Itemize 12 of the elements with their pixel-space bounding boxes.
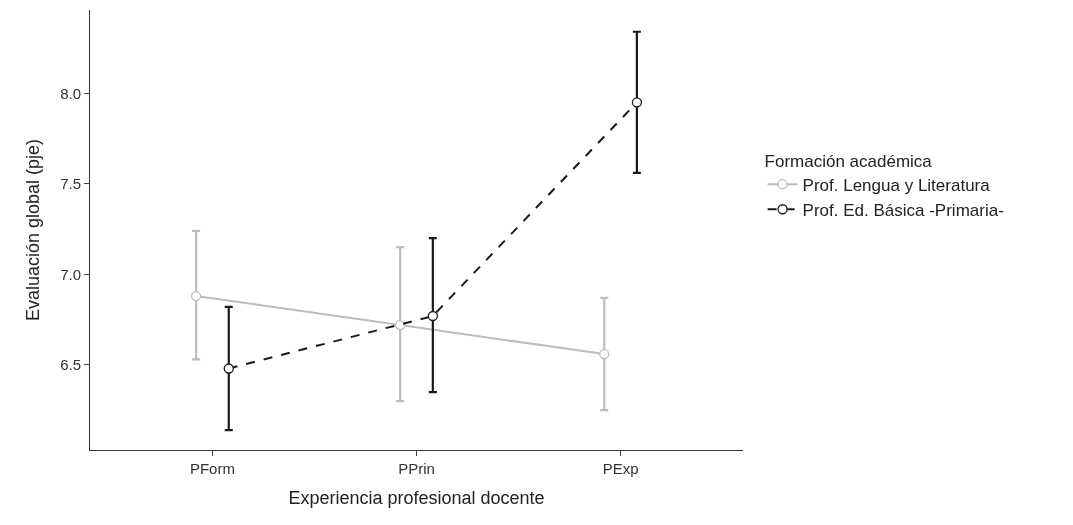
y-axis-title: Evaluación global (pje) <box>23 138 44 322</box>
y-tick-label: 7.5 <box>60 175 81 193</box>
x-axis-title: Experiencia profesional docente <box>288 488 545 509</box>
x-tick-label: PExp <box>602 460 639 477</box>
y-tick-label: 6.5 <box>60 356 81 374</box>
y-tick-label: 8.0 <box>60 84 81 102</box>
x-tick-label: PPrin <box>398 460 435 477</box>
x-tick-label: PForm <box>189 460 235 477</box>
y-tick-label: 7.0 <box>60 265 81 283</box>
legend-title: Formación académica <box>764 151 933 171</box>
legend-label: Prof. Ed. Básica -Primaria- <box>802 200 1004 220</box>
legend-label: Prof. Lengua y Literatura <box>802 175 991 195</box>
